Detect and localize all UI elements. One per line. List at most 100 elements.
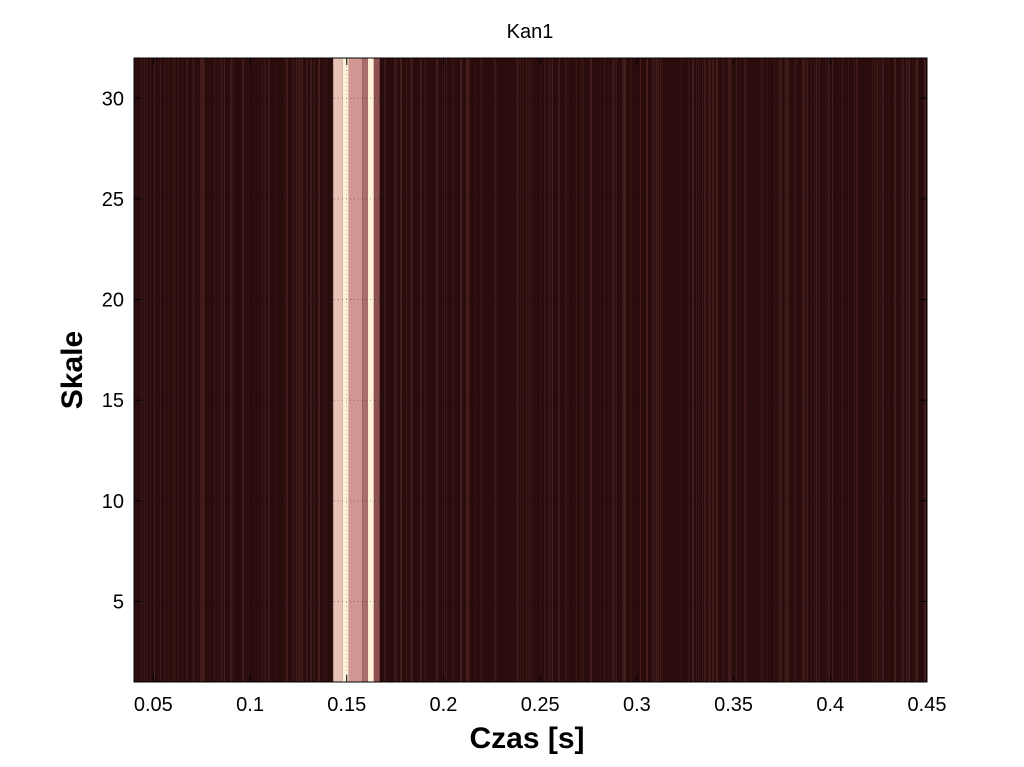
noise-stripe xyxy=(622,58,624,682)
heatmap-band xyxy=(373,58,380,682)
noise-stripe xyxy=(744,58,746,682)
noise-stripe xyxy=(716,58,718,682)
noise-stripe xyxy=(810,58,812,682)
noise-stripe xyxy=(268,58,270,682)
noise-stripe xyxy=(854,58,855,682)
noise-stripe xyxy=(218,58,219,682)
noise-stripe xyxy=(778,58,780,682)
noise-stripe xyxy=(724,58,725,682)
noise-stripe xyxy=(258,58,259,682)
noise-stripe xyxy=(182,58,183,682)
heatmap-band xyxy=(333,58,343,682)
noise-stripe xyxy=(452,58,453,682)
x-tick-label: 0.2 xyxy=(430,694,458,716)
noise-stripe xyxy=(698,58,699,682)
x-tick-label: 0.3 xyxy=(623,694,651,716)
noise-stripe xyxy=(786,58,788,682)
noise-stripe xyxy=(728,58,730,682)
noise-stripe xyxy=(294,58,295,682)
noise-stripe xyxy=(400,58,402,682)
noise-stripe xyxy=(406,58,407,682)
noise-stripe xyxy=(460,58,462,682)
noise-stripe xyxy=(522,58,524,682)
noise-stripe xyxy=(806,58,808,682)
noise-stripe xyxy=(306,58,308,682)
noise-stripe xyxy=(540,58,541,682)
noise-stripe xyxy=(526,58,527,682)
noise-stripe xyxy=(872,58,873,682)
noise-stripe xyxy=(568,58,569,682)
noise-stripe xyxy=(230,58,232,682)
noise-stripe xyxy=(762,58,763,682)
noise-stripe xyxy=(264,58,266,682)
x-tick-label: 0.05 xyxy=(134,694,173,716)
noise-stripe xyxy=(466,58,468,682)
noise-stripe xyxy=(158,58,159,682)
noise-stripe xyxy=(178,58,179,682)
y-tick-label: 25 xyxy=(102,189,124,211)
noise-stripe xyxy=(496,58,497,682)
noise-stripe xyxy=(842,58,843,682)
noise-stripe xyxy=(804,58,805,682)
noise-stripe xyxy=(494,58,496,682)
noise-stripe xyxy=(696,58,697,682)
noise-stripe xyxy=(166,58,167,682)
noise-stripe xyxy=(438,58,439,682)
noise-stripe xyxy=(396,58,398,682)
x-tick-label: 0.25 xyxy=(521,694,560,716)
noise-stripe xyxy=(582,58,584,682)
noise-stripe xyxy=(580,58,582,682)
noise-stripe xyxy=(552,58,553,682)
noise-stripe xyxy=(482,58,483,682)
x-axis-title: Czas [s] xyxy=(469,722,584,755)
plot-frame xyxy=(133,57,928,683)
noise-stripe xyxy=(532,58,533,682)
noise-stripe xyxy=(662,58,663,682)
heatmap-band xyxy=(362,58,369,682)
noise-stripe xyxy=(612,58,614,682)
noise-stripe xyxy=(848,58,849,682)
noise-stripe xyxy=(140,58,142,682)
noise-stripe xyxy=(150,58,151,682)
noise-stripe xyxy=(856,58,858,682)
y-tick-label: 30 xyxy=(102,88,124,110)
noise-stripe xyxy=(420,58,422,682)
noise-stripe xyxy=(254,58,255,682)
noise-stripe xyxy=(656,58,658,682)
noise-stripe xyxy=(232,58,234,682)
noise-stripe xyxy=(442,58,443,682)
noise-stripe xyxy=(740,58,741,682)
noise-stripe xyxy=(600,58,601,682)
noise-stripe xyxy=(700,58,701,682)
noise-stripe xyxy=(900,58,901,682)
noise-stripe xyxy=(722,58,724,682)
noise-stripe xyxy=(222,58,223,682)
noise-stripe xyxy=(530,58,531,682)
noise-stripe xyxy=(410,58,412,682)
noise-stripe xyxy=(658,58,659,682)
noise-stripe xyxy=(564,58,566,682)
x-tick-label: 0.15 xyxy=(327,694,366,716)
noise-stripe xyxy=(654,58,656,682)
noise-stripe xyxy=(292,58,293,682)
noise-stripe xyxy=(324,58,325,682)
x-axis-ticks: 0.05 0.1 0.15 0.2 0.25 0.3 0.35 0.4 0.45 xyxy=(134,58,946,716)
noise-stripe xyxy=(516,58,518,682)
heatmap-band xyxy=(368,58,374,682)
noise-stripe xyxy=(550,58,552,682)
noise-stripe xyxy=(794,58,796,682)
noise-stripe xyxy=(924,58,926,682)
noise-stripe xyxy=(474,58,476,682)
noise-stripe xyxy=(736,58,737,682)
y-tick-label: 20 xyxy=(102,290,124,312)
noise-stripe xyxy=(160,58,161,682)
noise-stripe xyxy=(534,58,535,682)
noise-stripe xyxy=(818,58,820,682)
noise-stripe xyxy=(164,58,165,682)
noise-stripe xyxy=(298,58,300,682)
noise-stripe xyxy=(242,58,244,682)
y-tick-label: 15 xyxy=(102,390,124,412)
noise-stripe xyxy=(646,58,648,682)
noise-stripe xyxy=(590,58,592,682)
